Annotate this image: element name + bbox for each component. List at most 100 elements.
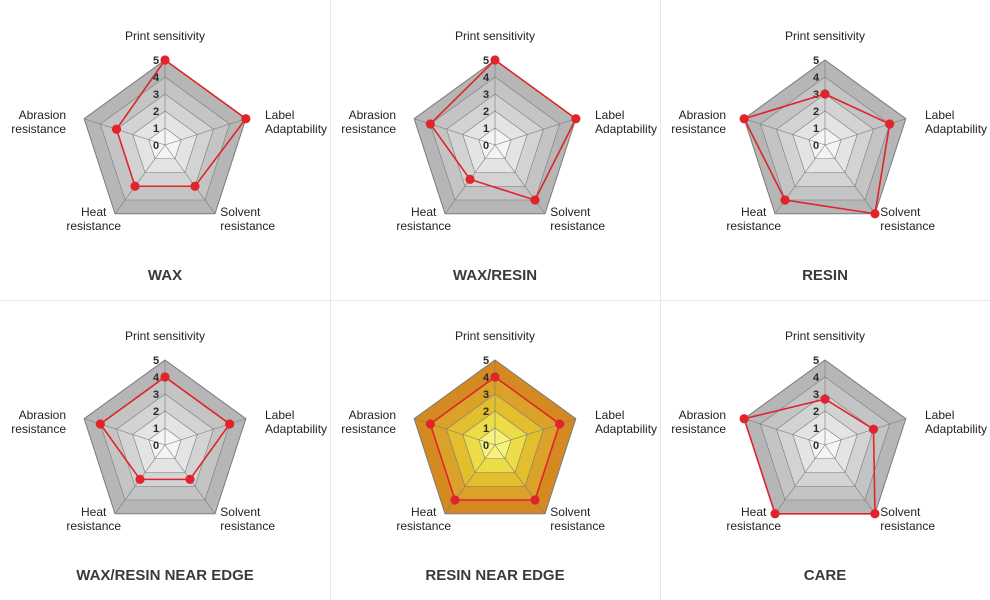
data-point-label-adaptability <box>868 424 879 434</box>
tick-label-1: 1 <box>813 123 819 135</box>
data-point-heat-resistance <box>130 181 140 191</box>
axis-label-abrasion-resistance: Abrasion resistance <box>671 408 726 436</box>
axis-spoke <box>164 144 216 214</box>
axis-label-abrasion-resistance: Abrasion resistance <box>341 108 396 136</box>
axis-label-print-sensitivity: Print sensitivity <box>455 329 535 343</box>
axis-label-heat-resistance: Heat resistance <box>396 505 451 533</box>
chart-panel-resin-near-edge: 0 1 2 3 4 5 Print sensitivity Label Adaptability… <box>330 300 660 600</box>
tick-label-4: 4 <box>153 72 160 84</box>
series-line <box>743 398 876 515</box>
tick-label-5: 5 <box>483 55 489 67</box>
series-line <box>429 376 561 501</box>
axis-label-solvent-resistance: Solvent resistance <box>550 505 605 533</box>
tick-label-0: 0 <box>153 440 159 452</box>
series-line <box>99 376 231 481</box>
chart-panel-resin: 0 1 2 3 4 5 Print sensitivity Label Adaptability… <box>660 0 990 300</box>
chart-title: WAX/RESIN <box>453 267 537 284</box>
axis-label-solvent-resistance: Solvent resistance <box>880 205 935 233</box>
tick-label-4: 4 <box>483 72 490 84</box>
axis-spoke <box>114 144 166 214</box>
axis-spoke <box>494 118 576 146</box>
tick-label-3: 3 <box>153 89 159 101</box>
tick-label-2: 2 <box>483 106 489 118</box>
axis-label-label-adaptability: Label Adaptability <box>925 408 987 436</box>
tick-label-5: 5 <box>483 355 489 367</box>
axis-spoke <box>824 444 876 514</box>
data-point-solvent-resistance <box>530 495 540 505</box>
data-point-solvent-resistance <box>530 195 540 205</box>
tick-label-3: 3 <box>813 389 819 401</box>
data-point-print-sensitivity <box>160 372 170 382</box>
chart-title: RESIN <box>802 267 848 284</box>
axis-label-label-adaptability: Label Adaptability <box>265 108 327 136</box>
axis-spoke <box>744 118 826 146</box>
tick-label-0: 0 <box>483 140 489 152</box>
data-point-label-adaptability <box>225 419 235 429</box>
radar-chart-resin: 0 1 2 3 4 5 Print sensitivity Label Adaptability… <box>671 29 987 284</box>
axis-label-heat-resistance: Heat resistance <box>396 205 451 233</box>
data-point-label-adaptability <box>571 114 581 124</box>
data-point-print-sensitivity <box>160 55 170 65</box>
data-point-print-sensitivity <box>490 372 500 382</box>
data-point-heat-resistance <box>135 474 145 484</box>
radar-chart-wax-resin: 0 1 2 3 4 5 Print sensitivity Label Adaptability… <box>341 29 657 284</box>
tick-label-5: 5 <box>813 355 819 367</box>
axis-label-solvent-resistance: Solvent resistance <box>880 505 935 533</box>
tick-label-2: 2 <box>813 406 819 418</box>
data-point-heat-resistance <box>780 195 790 205</box>
series-line <box>429 58 577 201</box>
radar-chart-wax-resin-near-edge: 0 1 2 3 4 5 Print sensitivity Label Adaptability… <box>11 329 327 584</box>
tick-label-0: 0 <box>483 440 489 452</box>
axis-label-label-adaptability: Label Adaptability <box>925 108 987 136</box>
axis-label-abrasion-resistance: Abrasion resistance <box>671 108 726 136</box>
chart-panel-wax-resin: 0 1 2 3 4 5 Print sensitivity Label Adaptability… <box>330 0 660 300</box>
data-point-solvent-resistance <box>185 474 195 484</box>
axis-spoke <box>164 118 246 146</box>
data-point-abrasion-resistance <box>739 414 749 424</box>
tick-label-3: 3 <box>813 89 819 101</box>
axis-label-print-sensitivity: Print sensitivity <box>125 329 205 343</box>
data-point-label-adaptability <box>555 419 565 429</box>
axis-spoke <box>824 418 906 446</box>
series-line <box>115 58 247 188</box>
tick-label-2: 2 <box>153 106 159 118</box>
tick-label-4: 4 <box>813 372 820 384</box>
radar-chart-resin-near-edge: 0 1 2 3 4 5 Print sensitivity Label Adaptability… <box>341 329 657 584</box>
radar-chart-wax: 0 1 2 3 4 5 Print sensitivity Label Adaptability… <box>11 29 327 284</box>
chart-title: RESIN NEAR EDGE <box>425 567 564 584</box>
data-point-print-sensitivity <box>820 89 830 99</box>
tick-label-4: 4 <box>153 372 160 384</box>
tick-label-5: 5 <box>153 355 159 367</box>
tick-label-3: 3 <box>483 389 489 401</box>
axis-label-heat-resistance: Heat resistance <box>66 205 121 233</box>
axis-spoke <box>774 444 826 514</box>
axis-spoke <box>744 418 826 446</box>
data-point-solvent-resistance <box>190 181 200 191</box>
data-point-heat-resistance <box>450 495 460 505</box>
radar-chart-care: 0 1 2 3 4 5 Print sensitivity Label Adaptability… <box>671 329 987 584</box>
data-point-abrasion-resistance <box>111 124 122 134</box>
tick-label-0: 0 <box>813 440 819 452</box>
tick-label-1: 1 <box>153 423 159 435</box>
tick-label-3: 3 <box>153 389 159 401</box>
tick-label-3: 3 <box>483 89 489 101</box>
axis-label-abrasion-resistance: Abrasion resistance <box>341 408 396 436</box>
row-divider <box>0 300 990 301</box>
axis-label-label-adaptability: Label Adaptability <box>595 408 657 436</box>
tick-label-2: 2 <box>153 406 159 418</box>
tick-label-0: 0 <box>153 140 159 152</box>
tick-label-4: 4 <box>483 372 490 384</box>
axis-label-solvent-resistance: Solvent resistance <box>220 505 275 533</box>
axis-label-label-adaptability: Label Adaptability <box>595 108 657 136</box>
series-line <box>743 93 891 215</box>
chart-panel-wax: 0 1 2 3 4 5 Print sensitivity Label Adaptability… <box>0 0 330 300</box>
data-point-solvent-resistance <box>870 509 880 519</box>
axis-label-heat-resistance: Heat resistance <box>66 505 121 533</box>
tick-label-4: 4 <box>813 72 820 84</box>
tick-label-1: 1 <box>483 423 489 435</box>
axis-label-solvent-resistance: Solvent resistance <box>550 205 605 233</box>
data-point-label-adaptability <box>885 119 895 129</box>
tick-label-1: 1 <box>813 423 819 435</box>
chart-title: CARE <box>804 567 847 584</box>
